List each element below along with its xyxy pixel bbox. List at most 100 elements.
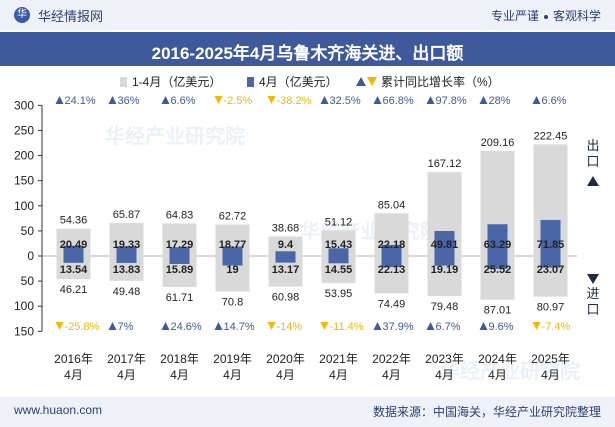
bar-import-month (275, 256, 296, 263)
label-export-month: 9.4 (278, 239, 294, 251)
bar-export-total (268, 236, 303, 256)
growth-up-triangle-icon (108, 96, 117, 104)
x-tick-label: 2020年 (266, 352, 305, 366)
label-export-total: 167.12 (428, 158, 462, 170)
logo-icon: 华 (14, 7, 30, 23)
label-export-month: 17.29 (166, 239, 194, 251)
label-export-growth: -38.2% (277, 95, 312, 107)
tagline: 专业严谨 客观科学 (491, 7, 601, 24)
y-tick-label: 100 (14, 199, 34, 213)
label-export-growth: 28% (489, 95, 511, 107)
label-import-total: 61.71 (166, 292, 194, 304)
x-tick-label: 2022年 (372, 352, 411, 366)
label-import-growth: 14.7% (224, 321, 255, 333)
x-tick-label: 2017年 (107, 352, 146, 366)
title-bar (0, 32, 615, 66)
label-export-month: 20.49 (60, 239, 88, 251)
bar-import-month (434, 256, 455, 266)
x-tick-label: 4月 (223, 368, 242, 382)
label-export-total: 222.45 (534, 130, 568, 142)
side-label-export: 出 (586, 138, 599, 153)
label-import-month: 13.54 (60, 264, 88, 276)
bar-export-month (222, 246, 243, 256)
footer-bar (0, 397, 615, 427)
label-import-total: 53.95 (325, 288, 353, 300)
growth-up-triangle-icon (479, 96, 488, 104)
label-import-month: 19.19 (431, 264, 459, 276)
bar-import-month (116, 256, 137, 263)
x-tick-label: 2025年 (531, 352, 570, 366)
bar-export-month (434, 230, 455, 256)
label-import-growth: 6.7% (436, 321, 461, 333)
x-tick-label: 4月 (276, 368, 295, 382)
bar-export-month (169, 247, 190, 256)
label-import-growth: -11.4% (330, 321, 364, 333)
growth-up-triangle-icon (532, 96, 541, 104)
label-export-growth: -2.5% (224, 95, 253, 107)
bar-import-month (169, 256, 190, 264)
label-import-month: 13.17 (272, 264, 300, 276)
label-import-total: 79.48 (431, 301, 459, 313)
bar-import-month (487, 256, 508, 269)
label-export-month: 19.33 (113, 239, 141, 251)
y-tick-label: 300 (14, 98, 34, 112)
label-export-growth: 36% (118, 95, 140, 107)
x-tick-label: 4月 (64, 368, 83, 382)
dot-icon (543, 14, 548, 19)
label-export-total: 209.16 (481, 137, 515, 149)
side-label-import: 口 (586, 302, 599, 317)
bar-export-month (381, 244, 402, 256)
label-import-growth: 37.9% (383, 321, 414, 333)
data-source: 数据来源：中国海关，华经产业研究院整理 (372, 405, 601, 419)
y-tick-label: 200 (14, 149, 34, 163)
growth-up-triangle-icon (108, 322, 117, 330)
label-export-total: 62.72 (219, 211, 247, 223)
label-import-growth: -7.4% (542, 321, 571, 333)
label-export-total: 64.83 (166, 209, 194, 221)
x-tick-label: 4月 (488, 368, 507, 382)
x-tick-label: 2016年 (54, 352, 93, 366)
bar-import-month (328, 256, 349, 264)
x-tick-label: 2024年 (478, 352, 517, 366)
y-tick-label: 150 (14, 324, 34, 338)
legend-swatch-month (247, 77, 254, 87)
growth-down-triangle-icon (320, 322, 329, 330)
watermark: 华经产业研究院 (105, 126, 245, 148)
label-export-total: 51.12 (325, 216, 353, 228)
label-import-total: 80.97 (537, 302, 565, 314)
x-tick-label: 2023年 (425, 352, 464, 366)
label-import-growth: -25.8% (65, 321, 100, 333)
x-tick-label: 4月 (541, 368, 560, 382)
label-import-month: 23.07 (537, 264, 565, 276)
x-tick-label: 2021年 (319, 352, 358, 366)
growth-down-triangle-icon (267, 96, 276, 104)
x-tick-label: 4月 (435, 368, 454, 382)
label-import-month: 25.52 (484, 264, 512, 276)
x-tick-label: 4月 (382, 368, 401, 382)
label-export-month: 22.18 (378, 239, 406, 251)
growth-down-triangle-icon (267, 322, 276, 330)
label-export-growth: 32.5% (330, 95, 361, 107)
y-tick-label: 150 (14, 174, 34, 188)
top-bar (0, 0, 615, 30)
label-export-month: 18.77 (219, 239, 247, 251)
legend-label-total: 1-4月（亿美元） (132, 74, 221, 89)
growth-up-triangle-icon (320, 96, 329, 104)
label-import-month: 22.13 (378, 264, 406, 276)
growth-up-triangle-icon (426, 96, 435, 104)
chart-area: 1-4月（亿美元） 4月（亿美元） 累计同比增长率（%） 300 250 200 150 10… (14, 74, 600, 382)
x-tick-label: 4月 (170, 368, 189, 382)
growth-up-triangle-icon (161, 96, 170, 104)
growth-down-triangle-icon (55, 322, 64, 330)
y-tick-label: 50 (21, 224, 35, 238)
growth-up-triangle-icon (214, 322, 223, 330)
label-export-total: 38.68 (272, 223, 300, 235)
side-label-export: 口 (586, 154, 599, 169)
label-export-month: 63.29 (484, 239, 512, 251)
growth-up-triangle-icon (161, 322, 170, 330)
label-export-total: 85.04 (378, 199, 406, 211)
site-link[interactable]: www.huaon.com (14, 403, 103, 417)
export-arrow-up-icon (587, 176, 599, 186)
label-import-month: 14.55 (325, 264, 353, 276)
growth-down-triangle-icon (532, 322, 541, 330)
